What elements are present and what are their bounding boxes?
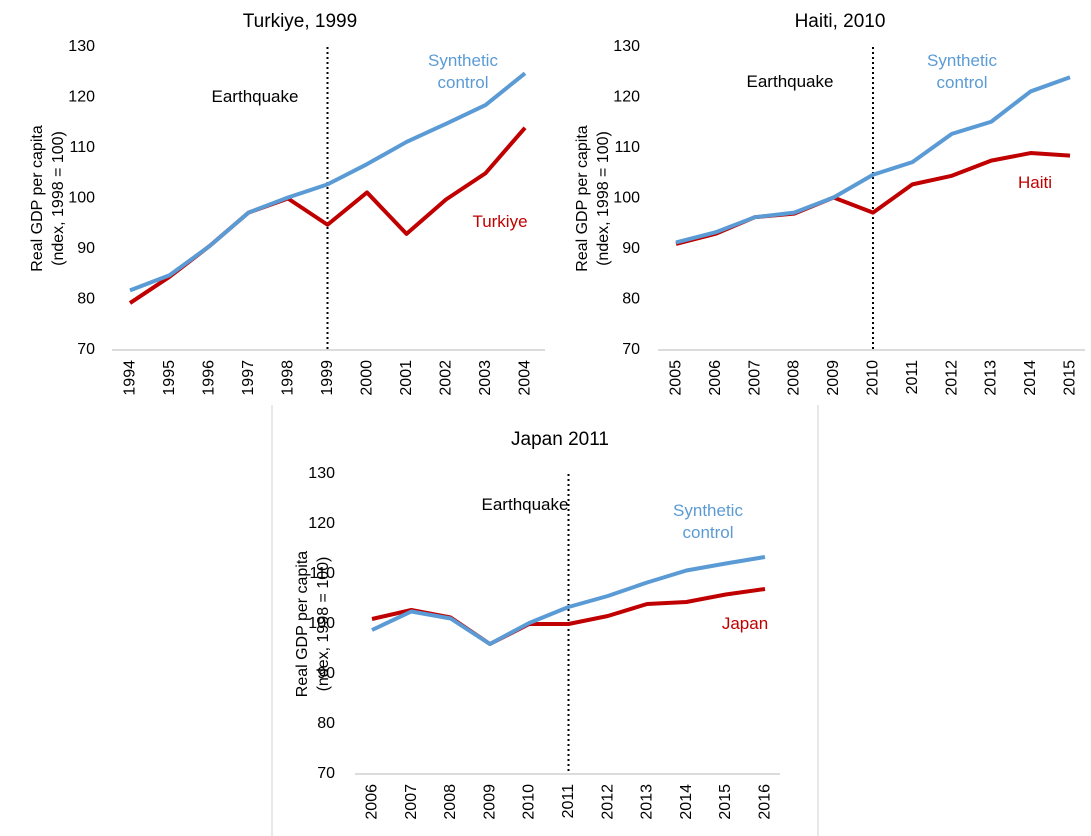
x-tick-label: 2014: [678, 784, 695, 820]
y-axis-label: Real GDP per capita: [574, 125, 591, 272]
y-tick-label: 120: [613, 89, 640, 106]
x-tick-label: 2012: [599, 784, 616, 820]
x-tick-label: 1997: [240, 360, 257, 396]
series-label: Haiti: [1017, 173, 1052, 192]
y-tick-label: 70: [622, 341, 640, 358]
y-tick-label: 110: [614, 139, 640, 156]
x-tick-label: 2013: [983, 360, 1000, 396]
y-tick-label: 80: [317, 715, 335, 732]
y-tick-label: 130: [308, 465, 335, 482]
x-tick-label: 2014: [1022, 360, 1039, 396]
x-tick-label: 2000: [359, 360, 376, 396]
x-tick-label: 1998: [280, 360, 297, 396]
event-label: Earthquake: [211, 87, 299, 106]
event-label: Earthquake: [746, 72, 834, 91]
x-tick-label: 2006: [707, 360, 724, 396]
y-tick-label: 90: [77, 240, 95, 257]
y-tick-label: 120: [308, 515, 335, 532]
y-axis-label: Real GDP per capita: [294, 551, 311, 698]
x-tick-label: 2009: [825, 360, 842, 396]
x-tick-label: 2011: [904, 360, 921, 395]
y-axis-label: (ndex, 1998 = 100): [50, 131, 67, 266]
series-label: Synthetic control: [927, 51, 997, 92]
y-axis-label: (ndex, 1998 = 100): [595, 131, 612, 266]
x-tick-label: 2006: [364, 784, 381, 820]
x-tick-label: 2015: [717, 784, 734, 820]
x-tick-label: 2011: [560, 784, 577, 819]
x-tick-label: 1996: [201, 360, 218, 396]
x-tick-label: 2004: [517, 360, 534, 396]
chart-title: Haiti, 2010: [795, 11, 886, 32]
x-tick-label: 2008: [786, 360, 803, 396]
y-tick-label: 100: [68, 190, 95, 207]
x-tick-label: 2007: [746, 360, 763, 396]
series-label: Synthetic control: [673, 501, 743, 542]
x-tick-label: 2012: [943, 360, 960, 396]
x-tick-label: 2013: [639, 784, 656, 820]
y-tick-label: 130: [68, 38, 95, 55]
x-tick-label: 2009: [481, 784, 498, 820]
series-label: Turkiye: [472, 212, 528, 231]
series-label: Synthetic control: [428, 51, 498, 92]
y-tick-label: 130: [613, 38, 640, 55]
y-tick-label: 100: [308, 615, 335, 632]
line: [675, 75, 1071, 245]
chart-title: Turkiye, 1999: [243, 11, 357, 32]
y-tick-label: 110: [309, 565, 335, 582]
x-tick-label: 2002: [438, 360, 455, 396]
event-label: Earthquake: [481, 495, 569, 514]
y-tick-label: 90: [317, 665, 335, 682]
x-tick-label: 2010: [865, 360, 882, 396]
x-tick-label: 2016: [757, 784, 774, 820]
y-axis-label: (ndex, 1998 = 100): [315, 557, 332, 692]
series-label: Japan: [721, 614, 769, 633]
line: [371, 555, 766, 646]
x-tick-label: 2001: [398, 360, 415, 396]
x-tick-label: 1994: [122, 360, 139, 396]
line: [129, 71, 527, 293]
y-axis-label: Real GDP per capita: [29, 125, 46, 272]
x-tick-label: 2015: [1062, 360, 1079, 396]
x-tick-label: 1995: [161, 360, 178, 396]
y-tick-label: 70: [77, 341, 95, 358]
x-tick-label: 2008: [442, 784, 459, 820]
y-tick-label: 70: [317, 765, 335, 782]
x-tick-label: 2010: [521, 784, 538, 820]
y-tick-label: 110: [69, 139, 95, 156]
x-tick-label: 1999: [319, 360, 336, 396]
y-tick-label: 120: [68, 89, 95, 106]
x-tick-label: 2003: [477, 360, 494, 396]
chart-title: Japan 2011: [511, 429, 609, 450]
x-tick-label: 2007: [403, 784, 420, 820]
y-tick-label: 80: [77, 291, 95, 308]
y-tick-label: 80: [622, 291, 640, 308]
y-tick-label: 100: [613, 190, 640, 207]
y-tick-label: 90: [622, 240, 640, 257]
x-tick-label: 2005: [668, 360, 685, 396]
